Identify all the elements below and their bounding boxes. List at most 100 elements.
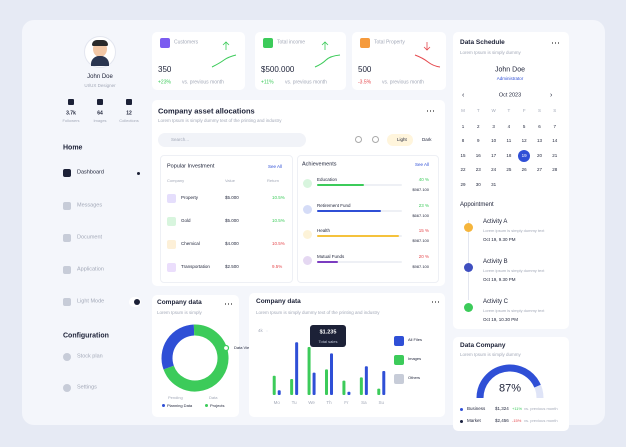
calendar-day[interactable]: 5: [522, 123, 526, 129]
calendar-day[interactable]: 4: [507, 123, 511, 129]
kpi-label: Customers: [174, 39, 199, 46]
weekday-label: T: [476, 107, 480, 113]
nav-section: Home: [63, 144, 83, 152]
nav-item[interactable]: Dashboard: [77, 169, 104, 176]
calendar-day[interactable]: 30: [475, 181, 481, 187]
x-tick-label: We: [308, 399, 315, 405]
legend-header: Data: [209, 395, 218, 400]
legend-label: Others: [408, 375, 421, 380]
progress-bar: [317, 235, 399, 237]
nav-item[interactable]: Messages: [77, 202, 103, 209]
calendar-day[interactable]: 27: [536, 166, 543, 172]
bar-card: [249, 293, 445, 417]
calendar-day[interactable]: 11: [506, 138, 512, 144]
icon-button[interactable]: [372, 136, 379, 143]
card-title: Company data: [256, 297, 301, 305]
achievement-amount: $987.100: [412, 187, 429, 192]
calendar-day[interactable]: 19: [521, 152, 527, 158]
table-cell: 10.5%: [272, 194, 285, 200]
table-cell: Gold: [181, 217, 191, 223]
nav-item[interactable]: Settings: [77, 384, 97, 391]
calendar-day[interactable]: 1: [461, 123, 465, 129]
activity-icon: [464, 223, 473, 232]
calendar-day[interactable]: 26: [521, 166, 527, 172]
data-company-card: [453, 337, 569, 431]
table-header: Company: [167, 178, 185, 183]
icon-button[interactable]: [355, 136, 362, 143]
kpi-note: vs. previous month: [182, 79, 224, 86]
kpi-note: vs. previous month: [382, 79, 424, 86]
next-month[interactable]: ›: [550, 92, 553, 99]
legend-label: Projects: [210, 402, 225, 408]
progress-track: [317, 260, 402, 263]
light-pill[interactable]: [387, 134, 413, 146]
x-tick-label: Mo: [273, 399, 280, 405]
calendar-day[interactable]: 22: [460, 166, 466, 172]
weekday-label: T: [507, 107, 511, 113]
tooltip-label: Total sales: [318, 339, 338, 344]
calendar-day[interactable]: 8: [461, 138, 465, 144]
nav-item[interactable]: Light Mode: [77, 298, 105, 305]
prev-month[interactable]: ‹: [462, 92, 465, 99]
calendar-day[interactable]: 2: [477, 123, 480, 129]
calendar-day[interactable]: 21: [552, 152, 558, 158]
card-subtitle: Lorem Ipsum is simply dummy: [460, 351, 521, 357]
achievement-name: Mutual Funds: [317, 253, 345, 259]
card-title: Company asset allocations: [158, 106, 255, 116]
tooltip: [310, 325, 346, 347]
nav-section: Configuration: [63, 332, 109, 340]
legend-change: +11%: [512, 406, 523, 411]
search-box[interactable]: [158, 133, 306, 147]
trend-arrow: [423, 42, 431, 51]
row-icon: [167, 217, 176, 226]
calendar-day[interactable]: 20: [536, 152, 543, 158]
calendar-day[interactable]: 23: [475, 166, 481, 172]
table-cell: Transportation: [181, 263, 210, 269]
legend-dot: [205, 404, 208, 407]
avatar-hair: [92, 40, 108, 46]
card-subtitle: Lorem Ipsum is simply dummy text of the …: [158, 117, 282, 123]
gauge-arc: [476, 364, 541, 399]
card-subtitle: Lorem Ipsum is simply dummy: [460, 49, 521, 55]
calendar-day[interactable]: 10: [491, 138, 497, 144]
bar: [377, 388, 381, 395]
nav-item[interactable]: Document: [77, 234, 103, 241]
tooltip-value: $1.235: [319, 329, 337, 336]
calendar-day[interactable]: 31: [491, 181, 497, 187]
trend-arrow: [321, 41, 329, 50]
schedule-card: [453, 32, 569, 329]
nav-item[interactable]: Application: [77, 266, 104, 273]
calendar-day[interactable]: 24: [491, 166, 497, 172]
calendar-day[interactable]: 15: [460, 152, 466, 158]
legend-icon: [394, 355, 404, 365]
calendar-day[interactable]: 17: [491, 152, 497, 158]
calendar-day[interactable]: 14: [552, 138, 558, 144]
calendar-day[interactable]: 16: [475, 152, 481, 158]
theme-option[interactable]: Dark: [422, 136, 432, 142]
calendar-day[interactable]: 28: [552, 166, 558, 172]
calendar-day[interactable]: 25: [506, 166, 512, 172]
achievement-amount: $987.100: [412, 263, 429, 269]
row-icon: [167, 240, 176, 249]
card-title: Data Schedule: [460, 38, 505, 46]
achieve-card: [297, 155, 439, 283]
donut-callout: Data View: [234, 345, 253, 350]
see-all-link[interactable]: See All: [414, 161, 429, 167]
table-header: Return: [267, 178, 280, 183]
bar: [307, 347, 311, 395]
bar: [272, 375, 276, 395]
calendar-day[interactable]: 7: [553, 123, 557, 129]
calendar-day[interactable]: 13: [536, 138, 543, 144]
calendar-day[interactable]: 29: [460, 181, 466, 187]
calendar-day[interactable]: 6: [538, 123, 541, 129]
legend-dot: [460, 419, 463, 423]
bar: [342, 380, 346, 395]
calendar-day[interactable]: 9: [477, 138, 480, 144]
see-all-link[interactable]: See All: [267, 163, 282, 169]
calendar-day[interactable]: 3: [492, 123, 495, 129]
nav-item[interactable]: Stock plan: [77, 353, 103, 360]
calendar-day[interactable]: 12: [521, 138, 527, 144]
calendar-day[interactable]: 18: [506, 152, 512, 158]
